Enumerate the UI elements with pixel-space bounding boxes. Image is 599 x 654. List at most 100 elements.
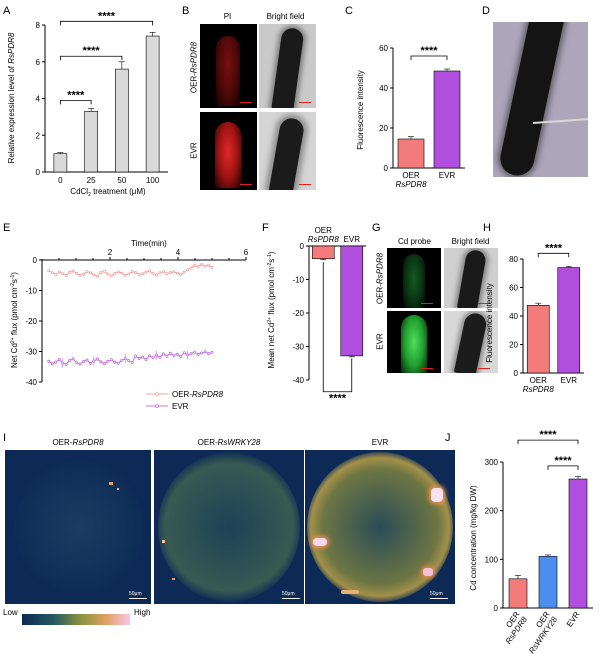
panel-d-probe-image — [493, 22, 588, 177]
chart-e-point — [172, 354, 176, 357]
chart-e-point — [193, 350, 197, 354]
chart-e-point — [203, 350, 207, 354]
panel-g-bright-oer-image — [444, 248, 498, 308]
chartH-ytick-label: 20 — [509, 341, 518, 350]
panel-b-pi-oer-image — [200, 24, 257, 108]
chart-e-legend-marker — [155, 404, 159, 408]
panel-g-col-label-probe: Cd probe — [398, 237, 431, 246]
chart-e-ytick-label: -20 — [25, 317, 37, 326]
chart-f-xtick-label: EVR — [344, 235, 361, 244]
chart-e-point — [193, 264, 197, 267]
chart-e-point — [161, 270, 165, 273]
chart-c-sig-label: **** — [420, 45, 438, 57]
chart-e-legend-label: OER-RsPDR8 — [172, 390, 224, 399]
chart-e-point — [109, 274, 113, 278]
chart-e-point — [47, 359, 51, 363]
chart-e-point — [148, 354, 151, 358]
chart-e-point — [78, 362, 82, 366]
chart-e-point — [109, 358, 113, 362]
chart-e-point — [186, 353, 190, 357]
panel-i-col-label-oer-wrky28: OER-RsWRKY28 — [197, 438, 261, 447]
chart-j-sig-1-line — [517, 439, 579, 445]
chart-e-point — [57, 270, 61, 274]
chart-e-point — [200, 263, 203, 266]
chart-j-bar — [568, 478, 588, 609]
chartH-xtick-label: OER RsPDR8 — [523, 376, 555, 394]
chart-e-point — [210, 351, 214, 354]
chart-e-point — [78, 273, 82, 277]
colorbar-high-label: High — [134, 608, 151, 617]
chart-c-ylabel: Fluorescence intensity — [356, 70, 365, 150]
chart-e-point — [127, 359, 131, 363]
chartH-ytick-label: 40 — [509, 312, 518, 321]
chart-e-point — [113, 272, 117, 275]
chart-e-point — [71, 357, 75, 361]
chart-e-point — [50, 271, 54, 275]
chart-e-point — [96, 274, 99, 278]
chart-e-point — [182, 351, 186, 355]
chart-e-point — [123, 357, 127, 360]
chart-j-xtick-label: OERRsPDR8 — [496, 610, 529, 646]
chart-e-point — [165, 272, 169, 276]
chart-f-ylabel: Mean net Cd2+ flux (pmol cm-2s-1) — [267, 251, 276, 368]
chart-e-point — [106, 359, 110, 363]
chart-e-point — [175, 271, 179, 275]
chartH-bar — [526, 305, 550, 374]
chart-f-ytick-label: 0 — [300, 242, 305, 251]
chart-e-point — [144, 270, 148, 274]
panel-b-bright-oer-image — [259, 24, 316, 108]
chartH-xtick-label: EVR — [561, 376, 578, 385]
chart-j-ytick-label: 200 — [485, 507, 499, 516]
chart-e-point — [137, 356, 141, 360]
chart-e-point — [141, 355, 144, 359]
chart-e-point — [207, 263, 210, 267]
chart-e-point — [168, 351, 172, 355]
chart-e-point — [102, 362, 106, 366]
chart-e-point — [57, 358, 61, 361]
chart-e-point — [106, 272, 110, 276]
chart-e-point — [130, 361, 134, 364]
chart-e-point — [92, 359, 96, 363]
chart-j-sig-2-label: **** — [554, 455, 572, 467]
chart-e-xtick-label: 6 — [244, 248, 249, 257]
chart-a-sig-1-label: **** — [67, 89, 85, 101]
chart-e-point — [82, 272, 85, 276]
chart-e-point — [165, 354, 169, 358]
panel-g-probe-evr-image — [387, 311, 441, 373]
chart-a-sig-2-label: **** — [83, 45, 101, 57]
chart-f-ytick-label: -30 — [292, 343, 304, 352]
chart-a-sig-1-line — [59, 99, 92, 105]
chart-e-point — [144, 358, 148, 361]
chart-e-point — [186, 268, 190, 272]
chart-e-point — [99, 360, 103, 364]
chart-e-point — [116, 270, 120, 274]
chart-a-xtick-label: 25 — [87, 176, 96, 185]
chartH-bar — [557, 267, 581, 374]
chart-e-point — [158, 355, 162, 359]
chart-e-point — [71, 269, 75, 273]
panel-letter-h: H — [483, 222, 491, 234]
chart-e-point — [161, 352, 165, 356]
chart-e-point — [64, 274, 68, 277]
panel-letter-b: B — [182, 5, 190, 17]
chart-f-bar — [311, 245, 335, 260]
chart-c-sig-line — [410, 55, 448, 60]
chart-e-point — [179, 272, 183, 276]
chart-a-ytick-label: 4 — [36, 95, 41, 104]
panel-letter-i: I — [3, 432, 7, 444]
panel-letter-e: E — [3, 222, 11, 234]
panel-b-bright-evr-image — [259, 112, 316, 190]
chartH-ytick-label: 0 — [514, 369, 519, 378]
panel-g-bright-evr-image — [444, 311, 498, 373]
panel-b-col-label-bright: Bright field — [266, 12, 305, 21]
colorbar-low-label: Low — [3, 608, 18, 617]
panel-letter-d: D — [482, 5, 490, 17]
chart-j: Cd concentration (mg/kg DW) 0 100 200 300 OE… — [469, 430, 593, 654]
chart-a-sig-2-line — [59, 55, 123, 61]
chart-e: Net Cd2+ flux (pmol cm-2s-1) Time(min) 2 4… — [10, 239, 249, 411]
chart-j-ytick-label: 0 — [494, 604, 499, 613]
chart-e-ytick-label: -30 — [25, 348, 37, 357]
chart-a-sig-3-line — [59, 20, 154, 26]
chartH-ytick-label: 60 — [509, 284, 518, 293]
chart-a-ytick-label: 8 — [36, 21, 41, 30]
